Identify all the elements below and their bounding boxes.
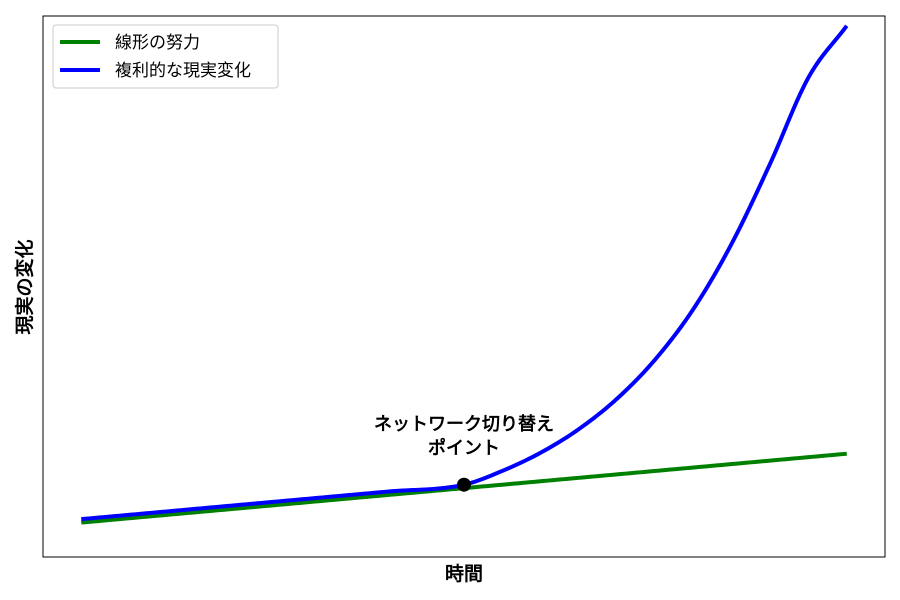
legend-label-compound: 複利的な現実変化 (115, 61, 251, 81)
legend-label-linear: 線形の努力 (115, 33, 200, 53)
switch-point-marker (457, 477, 471, 492)
plot-area-frame (42, 15, 886, 558)
y-axis-label: 現実の変化 (13, 239, 36, 334)
x-axis-label: 時間 (445, 563, 483, 585)
marker-layer (457, 477, 471, 492)
annotation-line-2: ポイント (428, 437, 500, 459)
annotation-line-1: ネットワーク切り替え (374, 413, 554, 435)
legend-box (52, 24, 279, 89)
annotation: ネットワーク切り替え ポイント (374, 413, 554, 459)
legend: 線形の努力 複利的な現実変化 (52, 24, 279, 89)
